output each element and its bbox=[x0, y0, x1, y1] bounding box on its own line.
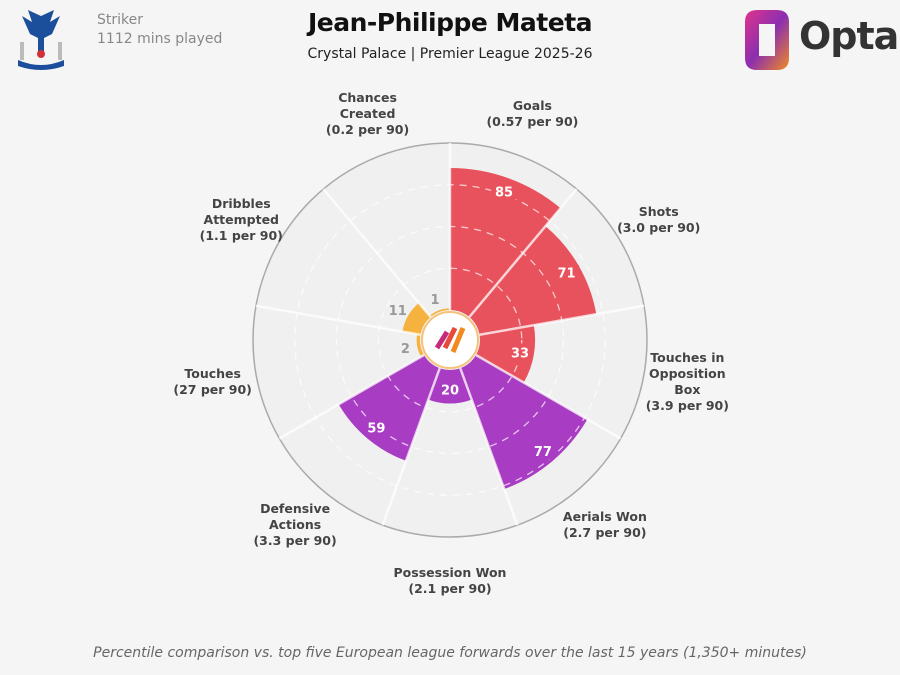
category-label: Shots (3.0 per 90) bbox=[579, 204, 739, 236]
crystal-palace-crest-logo bbox=[14, 8, 68, 70]
value-label: 77 bbox=[534, 445, 552, 460]
player-meta: Striker 1112 mins played bbox=[97, 11, 222, 49]
player-position: Striker bbox=[97, 12, 143, 28]
opta-mark-icon bbox=[434, 330, 450, 350]
category-label: Possession Won (2.1 per 90) bbox=[370, 565, 530, 597]
footnote: Percentile comparison vs. top five Europ… bbox=[93, 645, 807, 661]
spoke bbox=[475, 353, 622, 440]
bar-dribbles-attempted bbox=[402, 302, 431, 335]
value-label: 20 bbox=[441, 383, 459, 398]
value-label: 59 bbox=[367, 422, 385, 437]
spoke bbox=[459, 367, 519, 526]
category-label: Touches (27 per 90) bbox=[133, 366, 293, 398]
category-per90: (0.2 per 90) bbox=[325, 121, 410, 137]
category-per90: (0.57 per 90) bbox=[486, 113, 579, 129]
opta-logo-icon bbox=[735, 8, 895, 72]
category-label: Chances Created (0.2 per 90) bbox=[288, 90, 448, 138]
value-label-bg bbox=[491, 182, 518, 201]
category-per90: (1.1 per 90) bbox=[199, 227, 283, 243]
category-label: Defensive Actions (3.3 per 90) bbox=[215, 501, 375, 549]
category-per90: (3.0 per 90) bbox=[617, 219, 701, 235]
opta-mark-icon bbox=[442, 326, 458, 350]
category-name: Chances Created bbox=[338, 89, 397, 121]
bar-touches-in-opposition-box bbox=[475, 325, 536, 383]
category-per90: (27 per 90) bbox=[173, 381, 252, 397]
value-label-bg bbox=[507, 343, 534, 362]
value-label: 11 bbox=[389, 304, 407, 319]
value-label: 33 bbox=[511, 346, 529, 361]
value-label: 71 bbox=[557, 267, 575, 282]
category-name: Dribbles Attempted bbox=[203, 195, 280, 227]
category-name: Shots bbox=[638, 203, 679, 219]
value-label-bg bbox=[437, 380, 463, 399]
category-label: Goals (0.57 per 90) bbox=[452, 98, 612, 130]
opta-wordmark: Opta bbox=[799, 14, 899, 58]
spoke bbox=[322, 188, 432, 318]
bar-shots bbox=[469, 226, 597, 335]
spoke bbox=[479, 304, 645, 337]
category-name: Touches in Opposition Box bbox=[649, 349, 726, 397]
value-label-bg bbox=[529, 441, 556, 460]
category-label: Touches in Opposition Box (3.9 per 90) bbox=[607, 350, 767, 414]
category-name: Goals bbox=[512, 97, 552, 113]
category-per90: (3.3 per 90) bbox=[253, 532, 337, 548]
bar-goals bbox=[450, 168, 561, 318]
value-label: 2 bbox=[401, 342, 410, 357]
value-label: 1 bbox=[431, 293, 440, 308]
category-per90: (2.1 per 90) bbox=[408, 581, 492, 596]
bar-chances-created bbox=[429, 308, 450, 318]
value-label: 85 bbox=[495, 186, 513, 201]
page-title: Jean-Philippe Mateta bbox=[307, 8, 593, 37]
category-name: Aerials Won bbox=[562, 508, 647, 524]
spoke bbox=[381, 367, 441, 526]
bar-touches bbox=[416, 334, 425, 357]
category-name: Defensive Actions bbox=[260, 500, 331, 532]
spoke bbox=[468, 188, 578, 318]
category-per90: (2.7 per 90) bbox=[563, 524, 647, 540]
value-label-bg bbox=[553, 263, 580, 282]
opta-mark-icon bbox=[450, 327, 466, 353]
spoke bbox=[255, 304, 421, 337]
spoke bbox=[278, 353, 425, 440]
minutes-played: 1112 mins played bbox=[97, 31, 223, 47]
category-label: Aerials Won (2.7 per 90) bbox=[525, 509, 685, 541]
value-label-bg bbox=[363, 418, 390, 437]
category-name: Touches bbox=[184, 365, 241, 381]
gridline-25 bbox=[377, 267, 523, 413]
category-label: Dribbles Attempted (1.1 per 90) bbox=[161, 196, 321, 244]
category-per90: (3.9 per 90) bbox=[645, 397, 729, 413]
subtitle: Crystal Palace | Premier League 2025-26 bbox=[307, 46, 593, 62]
category-name: Possession Won bbox=[393, 565, 507, 580]
